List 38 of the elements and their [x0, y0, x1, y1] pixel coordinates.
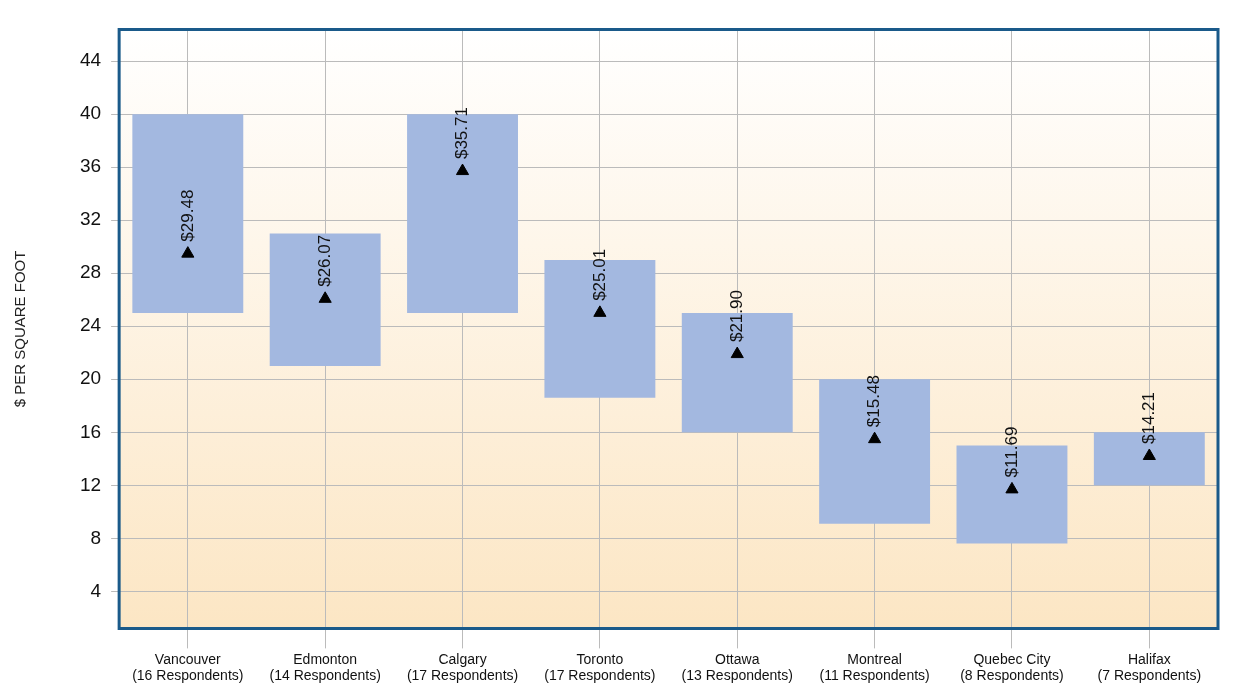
x-tick-label: Vancouver (16 Respondents)	[132, 650, 244, 684]
data-label: $21.90	[726, 290, 746, 343]
data-label: $15.48	[864, 375, 884, 428]
y-tick-label: 16	[79, 420, 102, 442]
bar	[132, 114, 244, 313]
x-tick-label: Quebec City (8 Respondents)	[960, 650, 1064, 684]
x-tick-label: Ottawa (13 Respondents)	[681, 650, 793, 684]
bar	[269, 233, 381, 367]
y-tick-label: 4	[90, 579, 102, 601]
y-tick-label: 8	[90, 526, 102, 548]
y-tick-label: 20	[79, 367, 102, 389]
point	[318, 291, 332, 303]
x-tick-label: Edmonton (14 Respondents)	[269, 650, 381, 684]
y-tick-label: 28	[79, 261, 102, 283]
point	[1142, 448, 1156, 460]
point	[1005, 481, 1019, 494]
y-tick-label: 12	[79, 473, 102, 495]
y-tick-label: 36	[79, 155, 102, 177]
x-tick-label: Montreal (11 Respondents)	[819, 650, 930, 684]
point	[868, 431, 882, 444]
data-label: $35.71	[452, 107, 472, 160]
point	[730, 346, 744, 359]
y-tick-label: 40	[79, 102, 102, 124]
point	[181, 246, 195, 258]
x-tick-label: Halifax (7 Respondents)	[1097, 650, 1202, 684]
data-label: $29.48	[177, 189, 197, 242]
data-label: $25.01	[589, 248, 609, 301]
x-tick-label: Calgary (17 Respondents)	[406, 650, 519, 684]
y-tick-label: 44	[79, 49, 102, 71]
y-tick-label: 24	[79, 314, 102, 336]
y-tick-label: 32	[79, 208, 102, 230]
point	[455, 163, 470, 176]
data-label: $14.21	[1139, 391, 1159, 444]
x-tick-label: Toronto (17 Respondents)	[544, 650, 656, 684]
point	[593, 305, 607, 317]
data-label: $11.69	[1001, 426, 1021, 478]
data-label: $26.07	[314, 234, 334, 287]
y-axis-title: $ PER SQUARE FOOT	[11, 250, 29, 408]
